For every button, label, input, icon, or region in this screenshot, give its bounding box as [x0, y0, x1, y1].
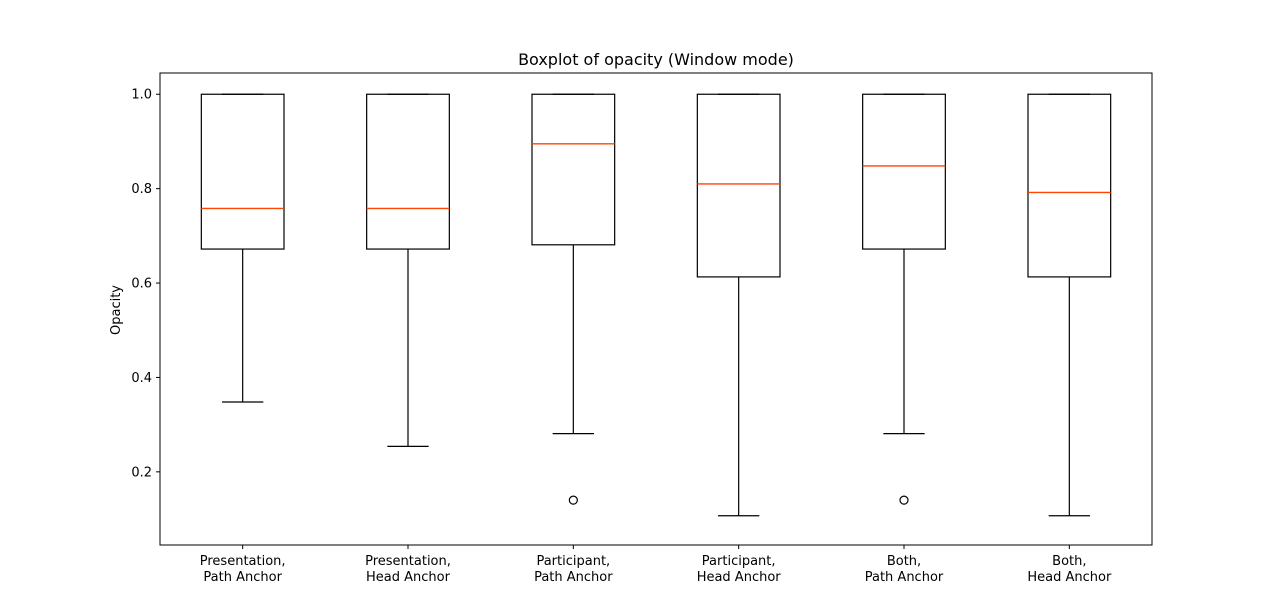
y-tick-label: 0.4 [131, 371, 152, 386]
x-tick-label: Participant, [536, 554, 610, 569]
box [862, 93, 946, 250]
flier-point [899, 495, 909, 505]
box [200, 93, 285, 250]
chart-title: Boxplot of opacity (Window mode) [518, 50, 794, 69]
y-tick-label: 1.0 [131, 88, 152, 103]
box [366, 93, 450, 250]
x-tick-label: Path Anchor [865, 570, 944, 585]
x-tick-label: Head Anchor [1027, 570, 1112, 585]
x-tick-label: Presentation, [200, 554, 286, 569]
y-axis-label: Opacity [109, 285, 124, 335]
y-tick-label: 0.2 [131, 465, 152, 480]
y-tick-label: 0.8 [131, 182, 152, 197]
flier-point [568, 495, 578, 505]
box [696, 93, 781, 278]
x-tick-label: Presentation, [365, 554, 451, 569]
box [1027, 93, 1112, 278]
box [531, 93, 616, 246]
x-tick-label: Head Anchor [697, 570, 782, 585]
axes-frame [159, 72, 1153, 546]
x-tick-label: Both, [1052, 554, 1086, 569]
x-tick-label: Path Anchor [203, 570, 282, 585]
y-tick-label: 0.6 [131, 277, 152, 292]
x-tick-label: Both, [887, 554, 921, 569]
x-tick-label: Path Anchor [534, 570, 613, 585]
x-tick-label: Head Anchor [366, 570, 451, 585]
x-tick-label: Participant, [702, 554, 776, 569]
